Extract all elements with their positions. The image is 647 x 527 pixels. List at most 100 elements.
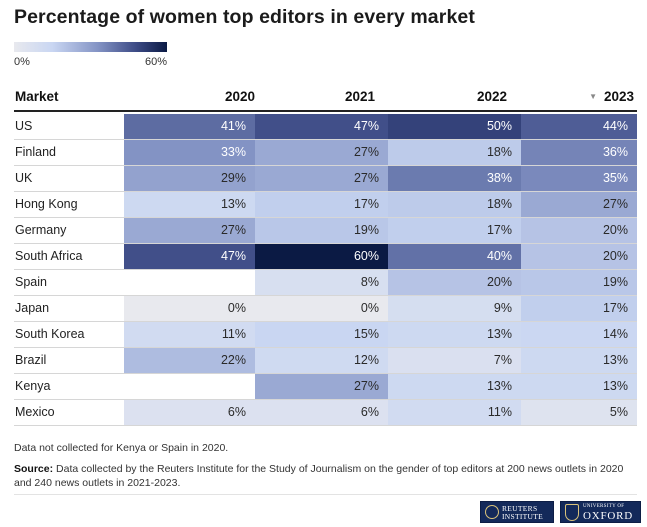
cell-value: 0% — [360, 301, 379, 315]
cell-value: 50% — [486, 119, 512, 133]
heatmap-cell: 22% — [124, 348, 255, 373]
heatmap-cell: 50% — [388, 114, 521, 139]
market-label: UK — [15, 171, 33, 185]
column-header-2022[interactable]: 2022 — [476, 89, 507, 104]
table-row: Brazil 22% 12% 7% 13% — [14, 348, 637, 374]
footer-divider — [14, 494, 637, 495]
cell-value: 33% — [220, 145, 246, 159]
chart-title: Percentage of women top editors in every… — [14, 6, 475, 28]
market-label: Finland — [15, 145, 56, 159]
legend-min-label: 0% — [14, 56, 30, 68]
heatmap-cell: 27% — [124, 218, 255, 243]
cell-value: 41% — [220, 119, 246, 133]
cell-value: 17% — [486, 223, 512, 237]
market-label: South Africa — [15, 249, 83, 263]
column-header-2023[interactable]: 2023 — [603, 89, 634, 104]
source-note: Source: Data collected by the Reuters In… — [14, 462, 639, 490]
heatmap-cell: 27% — [521, 192, 637, 217]
cell-value: 19% — [602, 275, 628, 289]
heatmap-cell: 44% — [521, 114, 637, 139]
reuters-crest-icon — [485, 505, 499, 519]
market-label: US — [15, 119, 33, 133]
heatmap-cell: 0% — [124, 296, 255, 321]
heatmap-cell: 47% — [255, 114, 388, 139]
heatmap-cell: 18% — [388, 140, 521, 165]
market-label: Mexico — [15, 405, 55, 419]
cell-value: 18% — [486, 145, 512, 159]
column-header-2021[interactable]: 2021 — [344, 89, 375, 104]
heatmap-cell: 20% — [521, 218, 637, 243]
heatmap-cell: 35% — [521, 166, 637, 191]
table-row: UK 29% 27% 38% 35% — [14, 166, 637, 192]
cell-value: 17% — [602, 301, 628, 315]
table-row: Finland 33% 27% 18% 36% — [14, 140, 637, 166]
heatmap-cell: 19% — [255, 218, 388, 243]
heatmap-cell: 11% — [388, 400, 521, 425]
cell-value: 13% — [486, 379, 512, 393]
cell-value: 38% — [486, 171, 512, 185]
heatmap-cell: 12% — [255, 348, 388, 373]
cell-value: 60% — [353, 249, 379, 263]
cell-value: 13% — [602, 379, 628, 393]
heatmap-cell: 47% — [124, 244, 255, 269]
color-scale-legend — [14, 42, 167, 52]
market-label: Hong Kong — [15, 197, 78, 211]
heatmap-cell: 13% — [388, 322, 521, 347]
heatmap-cell: 27% — [255, 374, 388, 399]
cell-value: 18% — [486, 197, 512, 211]
table-row: South Korea 11% 15% 13% 14% — [14, 322, 637, 348]
oxford-logo-top: UNIVERSITY OF — [583, 504, 625, 509]
source-text: Data collected by the Reuters Institute … — [14, 463, 624, 489]
cell-value: 8% — [360, 275, 379, 289]
table-row: South Africa 47% 60% 40% 20% — [14, 244, 637, 270]
market-label: Spain — [15, 275, 47, 289]
cell-value: 27% — [220, 223, 246, 237]
cell-value: 47% — [220, 249, 246, 263]
heatmap-cell: 15% — [255, 322, 388, 347]
cell-value: 11% — [487, 405, 512, 419]
cell-value: 47% — [353, 119, 379, 133]
cell-value: 29% — [220, 171, 246, 185]
cell-value: 27% — [353, 379, 379, 393]
market-label: Germany — [15, 223, 67, 237]
cell-value: 15% — [353, 327, 379, 341]
heatmap-cell — [124, 374, 255, 399]
heatmap-cell: 6% — [255, 400, 388, 425]
heatmap-cell: 38% — [388, 166, 521, 191]
cell-value: 27% — [353, 145, 379, 159]
heatmap-cell: 20% — [388, 270, 521, 295]
heatmap-cell: 7% — [388, 348, 521, 373]
oxford-university-logo[interactable]: UNIVERSITY OF OXFORD — [560, 501, 641, 523]
reuters-institute-logo[interactable]: REUTERS INSTITUTE — [480, 501, 554, 523]
heatmap-cell: 41% — [124, 114, 255, 139]
heatmap-cell — [124, 270, 255, 295]
cell-value: 20% — [486, 275, 512, 289]
table-row: Japan 0% 0% 9% 17% — [14, 296, 637, 322]
heatmap-cell: 5% — [521, 400, 637, 425]
market-label: Brazil — [15, 353, 47, 367]
heatmap-cell: 11% — [124, 322, 255, 347]
cell-value: 19% — [353, 223, 379, 237]
column-header-2020[interactable]: 2020 — [224, 89, 255, 104]
footnote: Data not collected for Kenya or Spain in… — [14, 442, 229, 454]
sort-descending-icon[interactable]: ▼ — [589, 92, 597, 101]
table-row: Spain 8% 20% 19% — [14, 270, 637, 296]
cell-value: 35% — [602, 171, 628, 185]
cell-value: 20% — [602, 223, 628, 237]
table-row: Kenya 27% 13% 13% — [14, 374, 637, 400]
table-row: US 41% 47% 50% 44% — [14, 114, 637, 140]
cell-value: 20% — [602, 249, 628, 263]
heatmap-cell: 19% — [521, 270, 637, 295]
cell-value: 13% — [602, 353, 628, 367]
market-label: South Korea — [15, 327, 85, 341]
cell-value: 6% — [360, 405, 379, 419]
cell-value: 44% — [602, 119, 628, 133]
cell-value: 27% — [353, 171, 379, 185]
column-header-market[interactable]: Market — [15, 89, 59, 104]
table-row: Mexico 6% 6% 11% 5% — [14, 400, 637, 426]
cell-value: 0% — [227, 301, 246, 315]
table-header: Market 2020 2021 2022 ▼ 2023 — [14, 88, 637, 112]
cell-value: 27% — [602, 197, 628, 211]
heatmap-cell: 20% — [521, 244, 637, 269]
cell-value: 7% — [493, 353, 512, 367]
